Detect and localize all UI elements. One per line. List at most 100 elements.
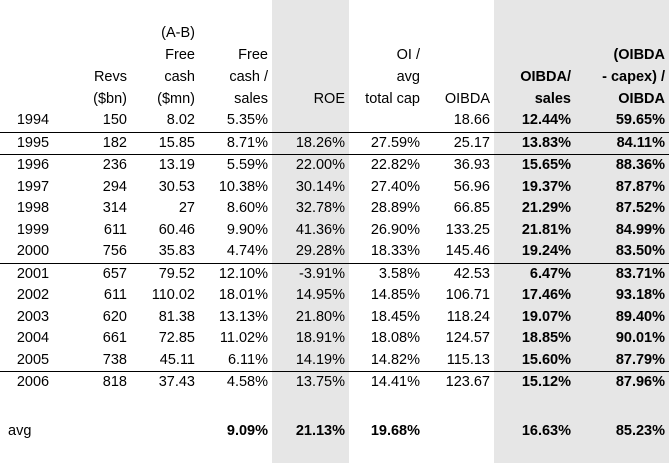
cell-oibda-sales: 19.37% — [521, 178, 571, 195]
cell-oi-avg-total-cap: 28.89% — [370, 200, 420, 216]
cell-free-cash-sales: 4.58% — [199, 371, 272, 394]
table-row: 1997 294 30.53 10.38% 30.14% 27.40% 56.96 19.37… — [0, 177, 669, 199]
cell-oibda: 133.25 — [445, 221, 490, 238]
cell-roe: 14.19% — [295, 351, 345, 368]
cell-oibda-capex: 93.18% — [615, 287, 665, 303]
cell-year: 1996 — [0, 154, 66, 177]
table-row: 1998 314 27 8.60% 32.78% 28.89% 66.85 21.29% 87.… — [0, 198, 669, 220]
cell-year: 2000 — [16, 243, 50, 259]
cell-oibda: 66.85 — [453, 200, 490, 216]
cell-roe — [272, 110, 349, 132]
cell-year: 2004 — [16, 330, 50, 346]
cell-year: 1994 — [16, 112, 50, 128]
cell-free-cash-sales: 18.01% — [218, 287, 268, 303]
cell-roe: 30.14% — [295, 178, 345, 195]
table-row: 1999 611 60.46 9.90% 41.36% 26.90% 133.25 21.81… — [0, 220, 669, 242]
cell-oibda-capex: 88.36% — [575, 154, 669, 177]
cell-oibda-sales: 13.83% — [494, 131, 575, 155]
cell-oibda-sales: 17.46% — [521, 287, 571, 303]
header-oi-avg-total-cap: OI / avg total cap — [365, 47, 420, 107]
cell-roe: 22.00% — [272, 154, 349, 177]
cell-oi-avg-total-cap: 27.59% — [349, 131, 424, 155]
cell-year: 2006 — [0, 371, 66, 394]
cell-free-cash-sales: 6.11% — [227, 351, 268, 368]
cell-oibda-sales: 15.60% — [521, 351, 571, 368]
header-free-cash-sales: Free cash / sales — [229, 47, 268, 107]
cell-free-cash-sales: 4.74% — [226, 243, 268, 259]
cell-free-cash: 35.83 — [158, 243, 195, 259]
table-row: 1995 182 15.85 8.71% 18.26% 27.59% 25.17 13.83%… — [0, 131, 669, 155]
average-row: avg 9.09% 21.13% 19.68% 16.63% 85.23% — [0, 421, 669, 443]
cell-free-cash: 8.02 — [166, 112, 195, 128]
cell-free-cash-sales: 8.71% — [199, 131, 272, 155]
cell-roe: 13.75% — [272, 371, 349, 394]
cell-oibda: 123.67 — [424, 371, 494, 394]
cell-free-cash-sales: 5.59% — [199, 154, 272, 177]
cell-oibda-capex: 83.71% — [575, 262, 669, 285]
cell-oibda-sales: 21.81% — [521, 221, 571, 238]
table-body: 1994 150 8.02 5.35% 18.66 12.44% 59.65% 1995 182… — [0, 110, 669, 394]
cell-oi-avg-total-cap: 14.85% — [370, 287, 420, 303]
cell-oibda-capex: 90.01% — [615, 330, 665, 346]
header-year — [0, 0, 66, 110]
cell-oibda-sales: 12.44% — [521, 112, 571, 128]
cell-year: 1998 — [16, 200, 50, 216]
cell-free-cash-sales: 12.10% — [199, 262, 272, 285]
cell-oibda-sales: 15.65% — [494, 154, 575, 177]
cell-free-cash-sales: 9.90% — [226, 221, 268, 238]
cell-year: 1999 — [16, 221, 50, 238]
cell-oi-avg-total-cap: 18.33% — [370, 243, 420, 259]
cell-free-cash: 45.11 — [159, 351, 195, 368]
cell-revs: 611 — [103, 287, 127, 303]
cell-year: 2002 — [16, 287, 50, 303]
cell-roe: -3.91% — [272, 262, 349, 285]
cell-oi-avg-total-cap — [349, 110, 424, 132]
cell-free-cash: 72.85 — [158, 330, 195, 346]
cell-revs: 818 — [66, 371, 131, 394]
cell-oibda: 25.17 — [424, 131, 494, 155]
cell-oibda-sales: 18.85% — [521, 330, 571, 346]
cell-year: 1995 — [0, 131, 66, 155]
avg-free-cash-sales: 9.09% — [226, 423, 268, 439]
cell-free-cash: 15.85 — [131, 131, 199, 155]
cell-oibda-sales: 6.47% — [494, 262, 575, 285]
cell-revs: 756 — [102, 243, 127, 259]
cell-oi-avg-total-cap: 14.82% — [370, 351, 420, 368]
cell-free-cash-sales: 11.02% — [219, 330, 268, 346]
cell-oibda: 42.53 — [424, 262, 494, 285]
cell-oibda: 36.93 — [424, 154, 494, 177]
cell-oi-avg-total-cap: 18.08% — [370, 330, 420, 346]
financial-table: Revs ($bn) (A-B) Free cash ($mn) Free ca… — [0, 0, 669, 443]
table-row: 1994 150 8.02 5.35% 18.66 12.44% 59.65% — [0, 110, 669, 132]
cell-oi-avg-total-cap: 3.58% — [349, 262, 424, 285]
avg-oibda-sales: 16.63% — [521, 423, 571, 439]
cell-oibda-capex: 59.65% — [615, 112, 665, 128]
cell-oibda-capex: 87.79% — [615, 351, 665, 368]
cell-oibda: 56.96 — [453, 178, 490, 195]
cell-oi-avg-total-cap: 18.45% — [370, 308, 420, 325]
cell-oibda: 18.66 — [453, 112, 490, 128]
cell-year: 1997 — [16, 178, 50, 195]
cell-revs: 738 — [102, 351, 127, 368]
cell-oibda-capex: 87.96% — [575, 371, 669, 394]
header-roe: ROE — [313, 91, 345, 107]
cell-oibda-sales: 21.29% — [521, 200, 571, 216]
cell-oi-avg-total-cap: 27.40% — [370, 178, 420, 195]
cell-revs: 611 — [103, 221, 127, 238]
cell-free-cash: 110.02 — [151, 287, 195, 303]
header-free-cash: (A-B) Free cash ($mn) — [157, 25, 195, 107]
cell-oi-avg-total-cap: 26.90% — [370, 221, 420, 238]
cell-oibda-capex: 87.87% — [615, 178, 665, 195]
cell-oibda-capex: 89.40% — [615, 308, 665, 325]
cell-year: 2003 — [16, 308, 50, 325]
cell-free-cash: 60.46 — [158, 221, 195, 238]
cell-oi-avg-total-cap: 14.41% — [349, 371, 424, 394]
cell-free-cash: 37.43 — [131, 371, 199, 394]
avg-oibda-capex: 85.23% — [615, 423, 665, 439]
cell-free-cash-sales: 13.13% — [218, 308, 268, 325]
cell-free-cash-sales: 10.38% — [218, 178, 268, 195]
table-row: 2006 818 37.43 4.58% 13.75% 14.41% 123.67 15.12… — [0, 371, 669, 394]
header-oibda: OIBDA — [444, 91, 490, 107]
cell-oibda: 106.71 — [445, 287, 490, 303]
